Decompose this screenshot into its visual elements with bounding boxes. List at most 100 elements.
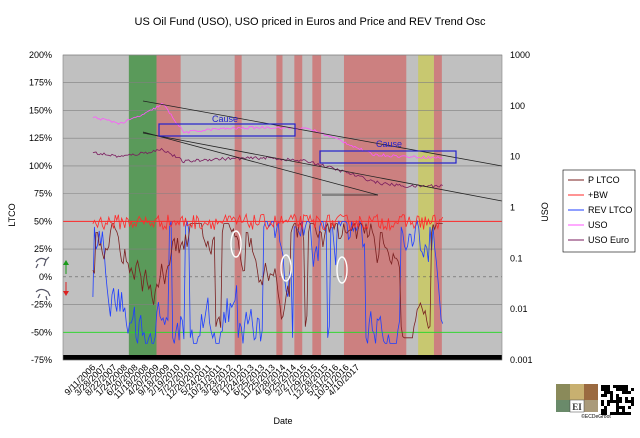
qr-module — [625, 412, 628, 415]
cause-box-1 — [158, 123, 296, 137]
zone-0 — [128, 55, 157, 360]
legend: P LTCO +BW REV LTCO USO USO Euro — [562, 169, 636, 253]
cause-box-2 — [319, 150, 457, 164]
zone-5 — [312, 55, 322, 360]
qr-module — [625, 388, 628, 391]
qr-module — [616, 394, 619, 397]
qr-module — [616, 388, 619, 391]
qr-module — [607, 388, 610, 391]
qr-module — [631, 403, 634, 406]
qr-module — [625, 397, 628, 400]
qr-module — [628, 400, 631, 403]
y-left-tick-3: 125% — [29, 133, 52, 143]
highlight-zones — [128, 55, 442, 360]
qr-module — [604, 391, 607, 394]
zone-4 — [294, 55, 303, 360]
qr-module — [610, 400, 613, 403]
y-right-tick-0: 1000 — [510, 50, 530, 60]
y-left-tick-4: 100% — [29, 161, 52, 171]
qr-module — [604, 406, 607, 409]
qr-module — [607, 400, 610, 403]
logo-ei-tile — [569, 399, 585, 413]
qr-module — [616, 385, 619, 388]
y-left-tick-5: 75% — [34, 189, 52, 199]
qr-module — [628, 391, 631, 394]
qr-module — [622, 385, 625, 388]
logo: EI — [556, 384, 598, 413]
y-right-tick-2: 10 — [510, 152, 520, 162]
qr-module — [610, 391, 613, 394]
y-right-tick-6: 0.001 — [510, 355, 533, 365]
series-p-ltco — [92, 222, 443, 339]
y-right-tick-5: 0.01 — [510, 304, 528, 314]
qr-module — [616, 412, 619, 415]
qr-module — [610, 397, 613, 400]
qr-module — [604, 412, 607, 415]
qr-module — [631, 397, 634, 400]
legend-label-2: REV LTCO — [588, 205, 632, 215]
qr-module — [601, 394, 604, 397]
qr-module — [619, 406, 622, 409]
zone-3 — [276, 55, 283, 360]
y-right-tick-1: 100 — [510, 101, 525, 111]
qr-module — [619, 385, 622, 388]
qr-module — [601, 412, 604, 415]
qr-module — [616, 409, 619, 412]
qr-module — [604, 409, 607, 412]
qr-module — [625, 400, 628, 403]
legend-label-3: USO — [588, 220, 608, 230]
y-left-axis-label: LTCO — [7, 203, 17, 226]
y-right-tick-3: 1 — [510, 203, 515, 213]
y-left-tick-7: 25% — [34, 244, 52, 254]
chart-title: US Oil Fund (USO), USO priced in Euros a… — [135, 16, 486, 28]
y-right-axis-label: USO — [540, 202, 550, 222]
series-uso — [92, 103, 443, 160]
bear-icon — [35, 288, 51, 301]
qr-module — [607, 391, 610, 394]
trendline-upper — [142, 100, 503, 167]
y-left-tick-11: -75% — [31, 355, 52, 365]
qr-module — [616, 400, 619, 403]
qr-module — [625, 385, 628, 388]
zone-6 — [343, 55, 407, 360]
qr-module — [616, 406, 619, 409]
y-right-tick-4: 0.1 — [510, 253, 523, 263]
qr-module — [601, 385, 604, 388]
qr-module — [607, 385, 610, 388]
legend-label-0: P LTCO — [588, 175, 620, 185]
series-bw — [92, 212, 444, 232]
qr-module — [613, 412, 616, 415]
zone-7 — [418, 55, 434, 360]
highlight-ellipse-2 — [336, 256, 348, 284]
qr-module — [628, 412, 631, 415]
trend-overlay: Cause Cause — [63, 100, 503, 360]
qr-module — [607, 403, 610, 406]
qr-module — [616, 397, 619, 400]
y-left-tick-9: -25% — [31, 300, 52, 310]
qr-module — [610, 394, 613, 397]
qr-module — [619, 400, 622, 403]
qr-module — [622, 388, 625, 391]
qr-module — [622, 412, 625, 415]
logo-ei-text: EI — [572, 402, 582, 412]
down-arrow-icon — [63, 282, 69, 296]
qr-module — [619, 412, 622, 415]
qr-module — [622, 409, 625, 412]
zone-2 — [234, 55, 242, 360]
qr-module — [613, 385, 616, 388]
qr-module — [613, 400, 616, 403]
bottom-band — [63, 355, 502, 360]
y-left-tick-6: 50% — [34, 216, 52, 226]
tick-labels: 200% 175% 150% 125% 100% 75% 50% 25% 0% -25% -50% -… — [29, 50, 533, 401]
x-axis-label: Date — [273, 416, 292, 426]
qr-module — [631, 400, 634, 403]
legend-label-1: +BW — [588, 190, 608, 200]
y-left-tick-10: -50% — [31, 327, 52, 337]
plot-area: Cause Cause — [62, 54, 503, 361]
cause-label-1: Cause — [212, 114, 238, 124]
qr-module — [622, 391, 625, 394]
highlight-ellipse-1 — [280, 254, 292, 282]
qr-module — [625, 391, 628, 394]
qr-module — [631, 388, 634, 391]
